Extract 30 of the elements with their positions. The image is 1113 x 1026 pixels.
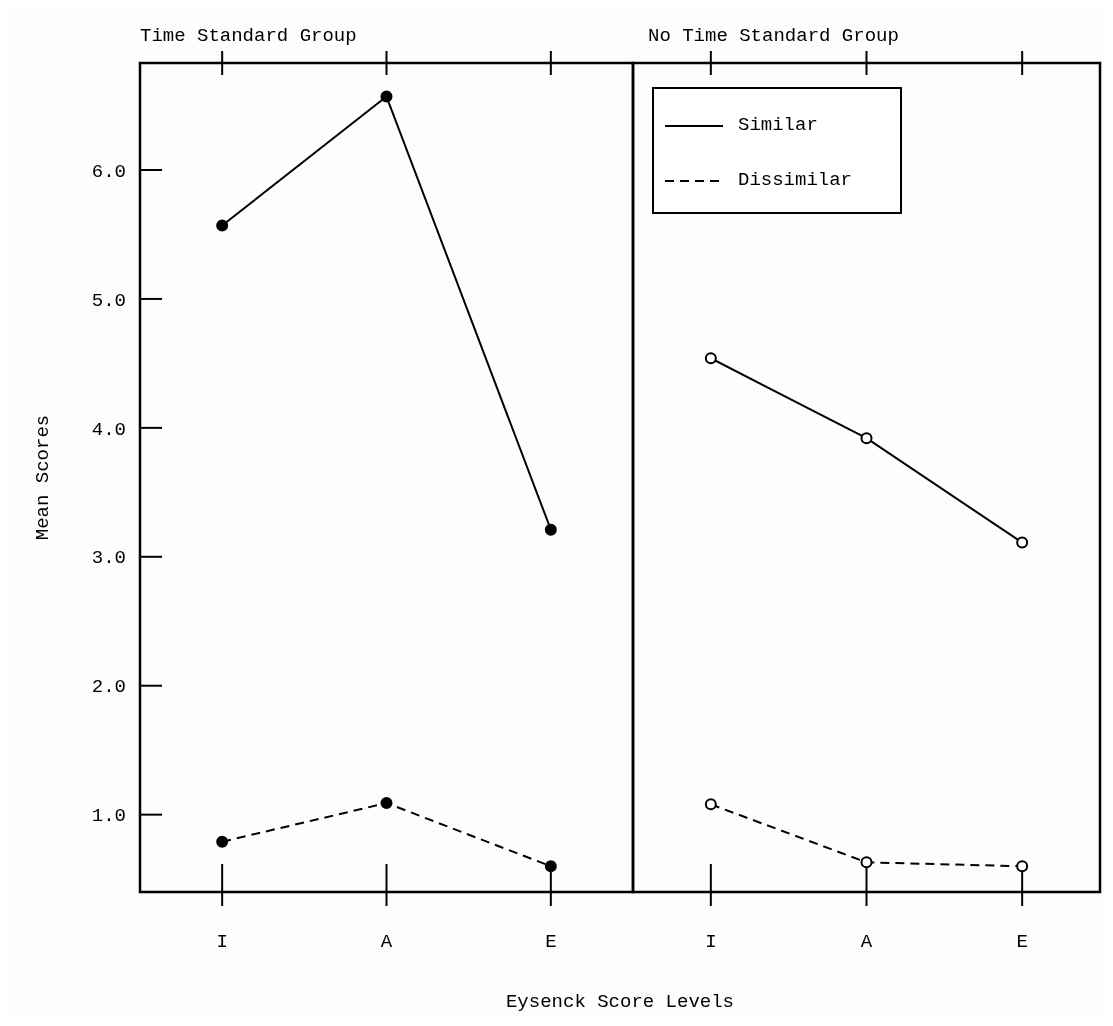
x-tick-label: A xyxy=(860,931,873,953)
x-axis-title: Eysenck Score Levels xyxy=(505,991,735,1013)
x-tick-label: A xyxy=(380,931,393,953)
legend-label: Similar xyxy=(738,113,818,136)
point xyxy=(544,523,557,536)
point xyxy=(1016,860,1029,873)
y-tick-label: 1.0 xyxy=(91,805,126,828)
point xyxy=(1016,536,1029,549)
x-tick-label: E xyxy=(545,931,557,953)
y-tick-label: 6.0 xyxy=(91,160,126,183)
point xyxy=(544,860,557,873)
point xyxy=(860,856,873,869)
y-tick-label: 5.0 xyxy=(91,289,126,312)
point xyxy=(216,835,229,848)
point xyxy=(216,219,229,232)
legend-label: Dissimilar xyxy=(738,168,853,191)
chart-title: No Time Standard Group xyxy=(648,25,899,47)
point xyxy=(380,797,393,810)
point xyxy=(704,352,717,365)
x-tick-label: I xyxy=(216,931,228,953)
point xyxy=(704,798,717,811)
y-tick-label: 2.0 xyxy=(91,676,126,699)
x-tick-label: E xyxy=(1016,931,1028,953)
y-tick-label: 3.0 xyxy=(91,547,126,570)
y-axis-title: Mean Scores xyxy=(32,414,54,541)
x-tick-label: I xyxy=(705,931,717,953)
y-tick-label: 4.0 xyxy=(91,418,126,441)
point xyxy=(860,432,873,445)
point xyxy=(380,90,393,103)
chart-title: Time Standard Group xyxy=(140,25,357,47)
